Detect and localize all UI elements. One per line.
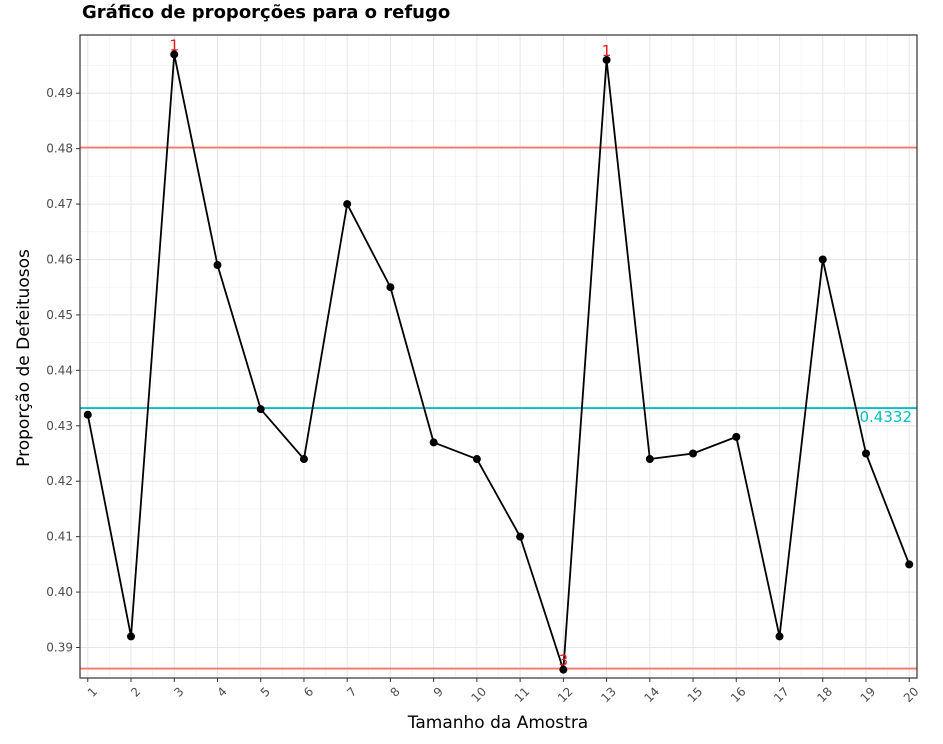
x-tick-label: 5 xyxy=(258,684,273,699)
x-tick-label: 8 xyxy=(387,684,402,699)
x-axis: 1 2 3 4 5 6 7 8 9 10 11 12 13 14 15 16 17 18 19 20 xyxy=(85,678,922,705)
data-point xyxy=(905,560,914,569)
x-tick-label: 3 xyxy=(171,684,186,699)
y-axis: 0.39 0.40 0.41 0.42 0.43 0.44 0.45 0.46 0.47 0.48… xyxy=(46,86,80,655)
center-line-label: 0.4332 xyxy=(860,408,913,426)
data-point xyxy=(818,255,827,264)
rule-violation-label: 1 xyxy=(602,42,612,60)
y-tick-label: 0.49 xyxy=(46,86,73,100)
x-tick-label: 17 xyxy=(771,684,792,705)
y-tick-label: 0.42 xyxy=(46,474,73,488)
data-point xyxy=(516,532,525,541)
x-tick-label: 2 xyxy=(128,684,143,699)
x-tick-label: 18 xyxy=(814,684,835,705)
x-tick-label: 4 xyxy=(215,684,230,699)
y-tick-label: 0.44 xyxy=(46,363,73,377)
y-tick-label: 0.39 xyxy=(46,641,73,655)
data-point xyxy=(256,405,265,414)
x-tick-label: 10 xyxy=(469,684,490,705)
y-tick-label: 0.48 xyxy=(46,142,73,156)
series-line xyxy=(86,54,911,670)
data-point xyxy=(775,632,784,641)
x-tick-label: 9 xyxy=(431,684,446,699)
data-point xyxy=(689,449,698,458)
x-tick-label: 19 xyxy=(858,684,879,705)
data-point xyxy=(213,261,222,270)
data-point xyxy=(602,55,611,64)
data-point xyxy=(861,449,870,458)
y-tick-label: 0.45 xyxy=(46,308,73,322)
data-point xyxy=(386,283,395,292)
data-point xyxy=(83,410,92,419)
plot-border xyxy=(79,34,918,679)
x-tick-label: 14 xyxy=(641,684,662,705)
y-tick-label: 0.47 xyxy=(46,197,73,211)
grid-lines xyxy=(80,35,917,678)
data-point xyxy=(732,432,741,441)
data-point xyxy=(472,455,481,464)
data-point xyxy=(645,455,654,464)
chart-title: Gráfico de proporções para o refugo xyxy=(82,2,451,23)
data-points xyxy=(83,50,914,674)
data-point xyxy=(170,50,179,59)
x-tick-label: 7 xyxy=(344,684,359,699)
x-tick-label: 13 xyxy=(598,684,619,705)
rule-violation-label: 3 xyxy=(559,652,569,670)
x-tick-label: 20 xyxy=(901,684,922,705)
x-tick-label: 15 xyxy=(685,684,706,705)
y-tick-label: 0.40 xyxy=(46,585,73,599)
rule-violation-label: 1 xyxy=(169,36,179,54)
x-tick-label: 11 xyxy=(512,684,533,705)
x-tick-label: 1 xyxy=(85,684,100,699)
y-tick-label: 0.41 xyxy=(46,530,73,544)
y-tick-label: 0.43 xyxy=(46,419,73,433)
x-tick-label: 12 xyxy=(555,684,576,705)
y-tick-label: 0.46 xyxy=(46,252,73,266)
data-point xyxy=(127,632,136,641)
data-point xyxy=(429,438,438,447)
data-point xyxy=(299,455,308,464)
x-axis-label: Tamanho da Amostra xyxy=(407,713,589,733)
x-tick-label: 16 xyxy=(728,684,749,705)
data-point xyxy=(343,200,352,209)
x-tick-label: 6 xyxy=(301,684,316,699)
data-point xyxy=(559,665,568,674)
